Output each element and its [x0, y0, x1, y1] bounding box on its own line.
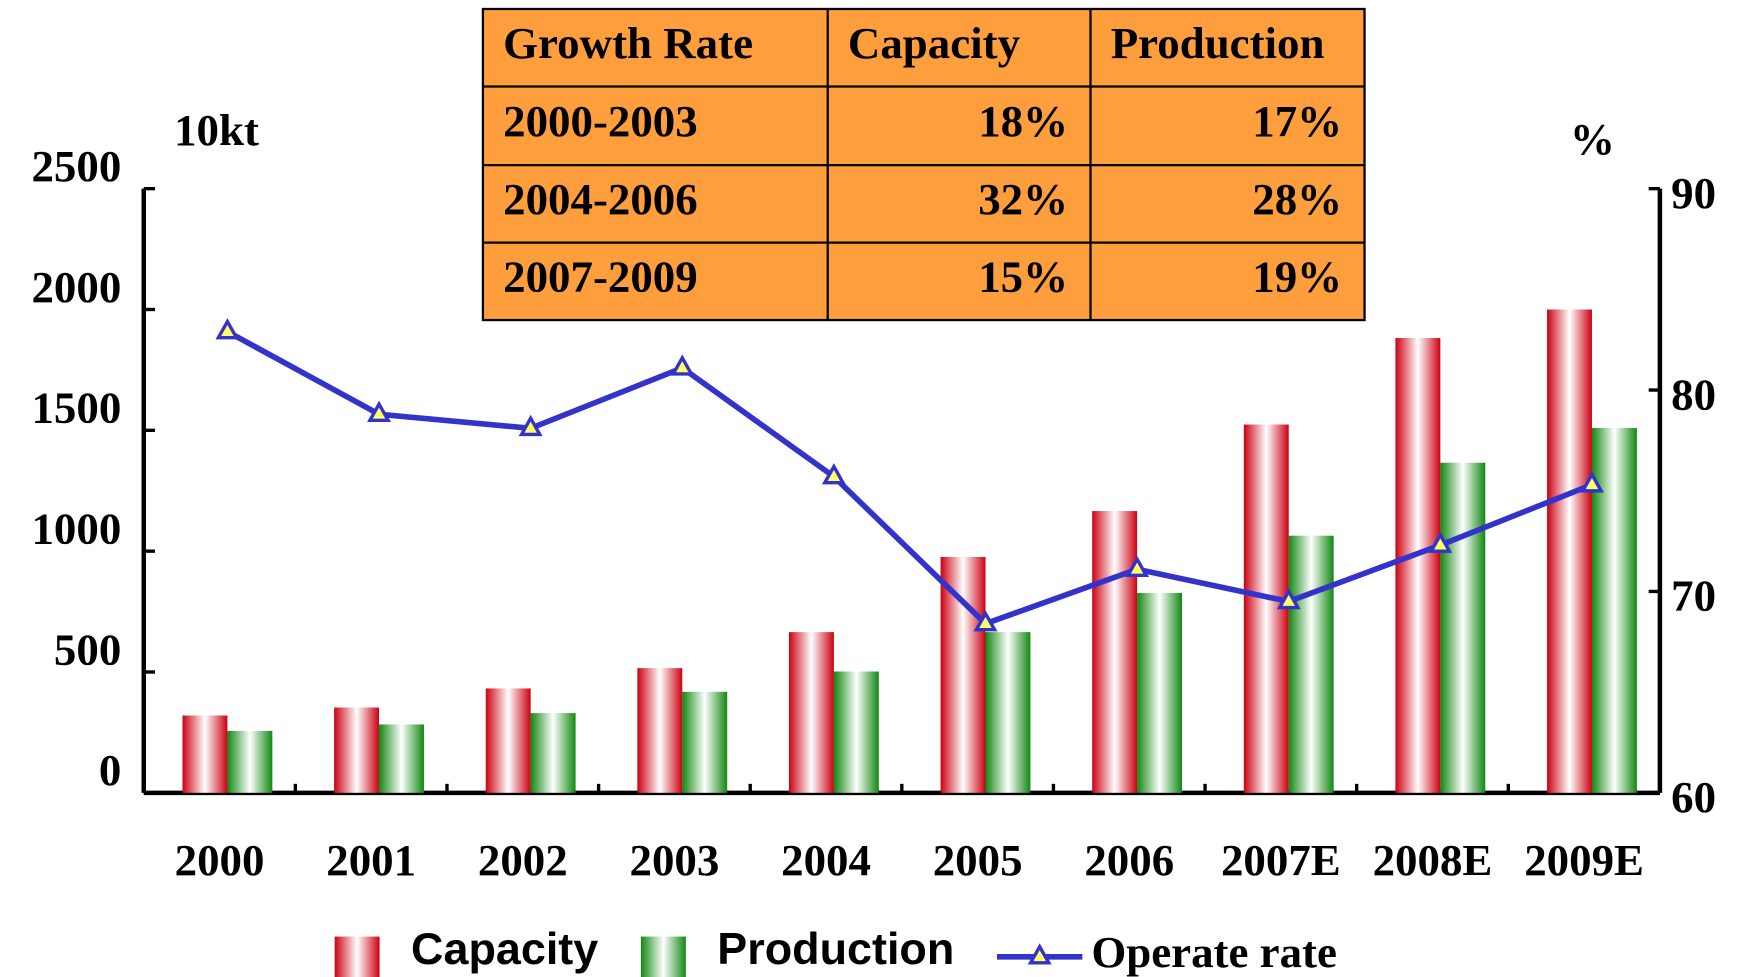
table-header: Capacity	[848, 18, 1021, 68]
table-cell: 2000-2003	[503, 96, 698, 146]
line-marker	[367, 400, 392, 422]
bar	[788, 632, 834, 793]
y2-tick-label: 70	[1671, 571, 1716, 621]
x-tick-label: 2003	[629, 835, 719, 885]
x-tick-label: 2007E	[1221, 835, 1341, 885]
table-cell: 32%	[978, 174, 1068, 224]
y-tick-label: 500	[54, 624, 121, 674]
bar	[1440, 462, 1486, 793]
bar	[334, 707, 380, 793]
bar	[485, 688, 531, 793]
line-marker	[1125, 555, 1150, 578]
bar	[1547, 309, 1592, 793]
table-cell: 28%	[1252, 174, 1342, 224]
bar	[940, 556, 986, 793]
legend-swatch	[334, 936, 380, 977]
y-tick-label: 1500	[31, 383, 121, 433]
y2-tick-label: 90	[1671, 168, 1716, 218]
y2-tick-label: 80	[1671, 369, 1716, 419]
bar	[1137, 592, 1183, 793]
bar	[227, 730, 273, 793]
bar	[530, 713, 576, 793]
bar	[1395, 338, 1441, 793]
y-tick-label: 2000	[31, 262, 121, 312]
legend-label: Operate rate	[1091, 927, 1337, 977]
x-tick-label: 2005	[933, 835, 1023, 885]
table-header: Growth Rate	[503, 18, 753, 68]
bar	[637, 668, 683, 793]
bar	[833, 671, 879, 793]
line-marker	[215, 318, 240, 340]
line-marker	[670, 354, 695, 376]
x-tick-label: 2009E	[1524, 835, 1644, 885]
bar	[682, 691, 728, 793]
legend-swatch	[1027, 943, 1052, 965]
table-cell: 17%	[1252, 96, 1342, 146]
line-marker	[973, 610, 998, 632]
y-tick-label: 2500	[31, 141, 121, 191]
y2-axis-label: %	[1570, 114, 1615, 164]
x-tick-label: 2001	[326, 835, 416, 885]
line-marker	[1276, 587, 1301, 610]
x-tick-label: 2008E	[1373, 835, 1493, 885]
table-cell: 15%	[978, 252, 1068, 302]
bar	[985, 632, 1031, 793]
table-cell: 18%	[978, 96, 1068, 146]
table-header: Production	[1111, 18, 1325, 68]
y-tick-label: 0	[99, 745, 121, 795]
legend-label: Production	[717, 923, 954, 974]
table-cell: 2004-2006	[503, 174, 698, 224]
table-cell: 19%	[1252, 252, 1342, 302]
bar	[1288, 535, 1334, 793]
line-marker	[1579, 471, 1604, 493]
legend-swatch	[640, 936, 686, 977]
legend-label: Capacity	[411, 923, 598, 974]
y2-tick-label: 60	[1671, 772, 1716, 822]
y-axis-label: 10kt	[174, 105, 259, 155]
line-marker	[518, 414, 543, 437]
bar	[379, 724, 424, 793]
line-marker	[1428, 531, 1453, 553]
line	[226, 329, 1594, 627]
bar	[1092, 511, 1138, 793]
x-tick-label: 2004	[781, 835, 871, 885]
bar	[182, 715, 228, 793]
line-marker	[821, 463, 846, 485]
y-tick-label: 1000	[31, 504, 121, 554]
table-cell: 2007-2009	[503, 252, 698, 302]
x-tick-label: 2000	[175, 835, 265, 885]
x-tick-label: 2006	[1084, 835, 1174, 885]
bar	[1591, 427, 1637, 793]
x-tick-label: 2002	[478, 835, 568, 885]
